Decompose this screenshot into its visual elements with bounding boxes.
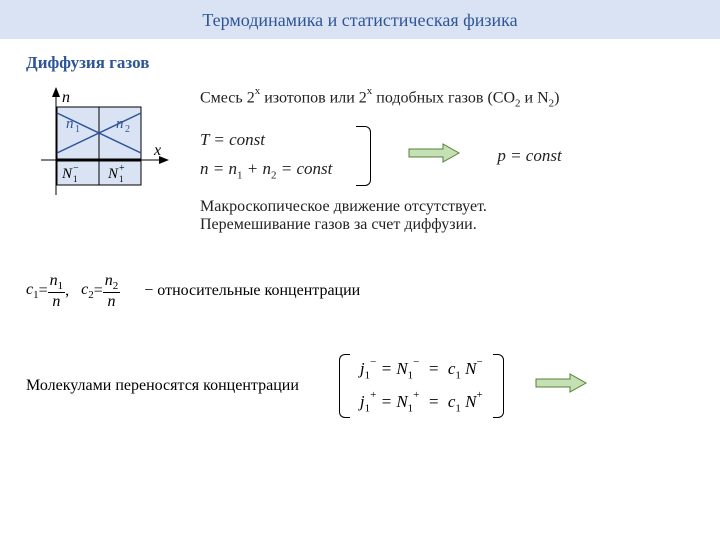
c1-symbol: c1 <box>26 281 39 301</box>
svg-text:2: 2 <box>125 124 130 135</box>
mixture-line: Смесь 2х изотопов или 2х подобных газов … <box>200 87 694 110</box>
axis-x-label: x <box>153 142 161 159</box>
equation-group: T = const n = n1 + n2 = const p = const <box>200 126 694 186</box>
frac-n1-n: n1 n <box>48 272 66 311</box>
svg-text:1: 1 <box>119 174 124 184</box>
svg-text:−: − <box>73 163 79 174</box>
brace-right-icon <box>493 354 504 418</box>
result-equation: p = const <box>497 146 561 166</box>
brace-left-icon <box>339 354 350 418</box>
equation-stack: T = const n = n1 + n2 = const <box>200 126 350 185</box>
n1-label: n <box>66 116 74 132</box>
arrow-icon <box>407 142 461 169</box>
curly-brace-icon <box>356 126 371 186</box>
macro-text-1: Макроскопическое движение отсутствует. <box>200 198 694 216</box>
Nplus-label: N <box>107 166 119 182</box>
concentration-row: c1 = n1 n , c2 = n2 n − относительные ко… <box>26 272 694 311</box>
axis-n-label: n <box>62 89 70 106</box>
slide-header: Термодинамика и статистическая физика <box>0 0 720 39</box>
flux-equation-system: j1− = N1− = c1 N− j1+ = N1+ = c1 N+ <box>339 353 504 420</box>
molecules-text: Молекулами переносятся концентрации <box>26 377 299 395</box>
n2-label: n <box>116 116 124 132</box>
concentration-label: − относительные концентрации <box>144 282 360 300</box>
arrow-icon <box>534 372 588 399</box>
svg-text:1: 1 <box>75 124 80 135</box>
macro-text-2: Перемешивание газов за счет диффузии. <box>200 216 694 234</box>
slide-content: Диффузия газов n x n <box>0 39 720 419</box>
svg-text:1: 1 <box>73 174 78 184</box>
flux-row: Молекулами переносятся концентрации j1− … <box>26 353 694 420</box>
row-diagram-and-text: n x n 1 n 2 N 1 − N 1 + Смесь 2х изотопо… <box>26 85 694 234</box>
frac-n2-n: n2 n <box>103 272 121 311</box>
main-text-column: Смесь 2х изотопов или 2х подобных газов … <box>200 85 694 234</box>
section-subtitle: Диффузия газов <box>26 53 694 73</box>
svg-text:+: + <box>119 163 125 174</box>
header-title: Термодинамика и статистическая физика <box>202 10 517 30</box>
diffusion-diagram: n x n 1 n 2 N 1 − N 1 + <box>26 85 176 215</box>
c2-symbol: c2 <box>81 281 94 301</box>
Nminus-label: N <box>61 166 73 182</box>
